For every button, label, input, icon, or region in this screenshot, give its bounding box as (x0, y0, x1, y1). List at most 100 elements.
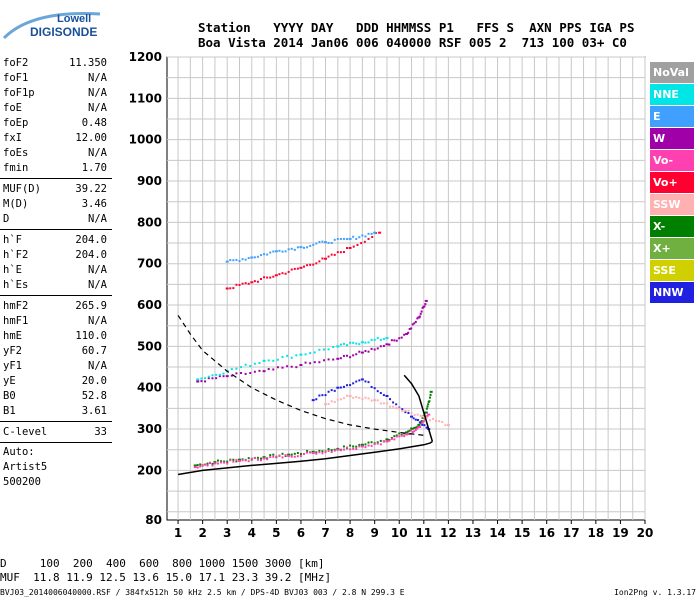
data-point (393, 435, 396, 438)
x-tick-label: 3 (223, 526, 231, 540)
data-point (274, 250, 278, 253)
data-point (324, 241, 328, 244)
data-point (393, 339, 396, 342)
data-point (421, 423, 424, 426)
data-point (382, 344, 385, 347)
data-point (330, 389, 333, 392)
data-point (339, 449, 342, 452)
data-point (306, 451, 309, 454)
data-point (260, 459, 263, 462)
distance-row: D 100 200 400 600 800 1000 1500 3000 [km… (0, 557, 325, 570)
auto-scaling-line2: Artist5 (3, 461, 48, 473)
data-point (413, 414, 416, 417)
param-value: N/A (88, 147, 107, 159)
data-point (352, 354, 355, 357)
data-point (392, 405, 395, 408)
data-point (367, 232, 370, 235)
data-point (204, 377, 207, 380)
profile-extension (403, 374, 434, 442)
data-point (407, 412, 410, 415)
data-point (405, 433, 409, 436)
data-point (342, 354, 345, 357)
data-point (414, 428, 417, 431)
param-row: foEp 0.48 (3, 116, 107, 131)
param-name: hmF1 (3, 315, 29, 327)
data-point (225, 287, 229, 290)
data-point (333, 253, 336, 256)
param-value: 1.70 (81, 162, 107, 174)
data-point (226, 462, 229, 465)
data-point (425, 407, 428, 410)
data-point (290, 268, 293, 271)
param-row: M(D) 3.46 (3, 197, 107, 212)
data-point (411, 323, 414, 326)
param-name: h`E (3, 264, 22, 276)
x-tick-label: 11 (415, 526, 432, 540)
data-point (263, 253, 266, 256)
data-point (407, 432, 410, 435)
data-point (382, 402, 385, 405)
data-point (315, 452, 318, 455)
data-point (253, 362, 256, 365)
data-point (241, 459, 244, 462)
data-point (373, 387, 376, 390)
y-tick-label: 900 (137, 174, 162, 188)
data-point (318, 394, 321, 397)
param-name: yF1 (3, 360, 22, 372)
data-point (361, 397, 364, 400)
data-point (407, 331, 410, 334)
electron-density-profile (177, 440, 433, 476)
data-point (269, 251, 272, 254)
param-row: C-level 33 (3, 425, 107, 440)
param-row: yF2 60.7 (3, 344, 107, 359)
x-tick-label: 2 (198, 526, 206, 540)
data-point (419, 425, 422, 428)
data-point (360, 341, 364, 344)
data-point (196, 378, 200, 381)
data-point (346, 238, 349, 241)
data-point (321, 257, 324, 260)
data-point (371, 236, 374, 239)
data-point (361, 234, 364, 237)
data-point (379, 443, 382, 446)
data-point (322, 348, 325, 351)
data-point (410, 427, 413, 430)
data-point (444, 424, 447, 427)
x-tick-label: 4 (248, 526, 256, 540)
data-point (211, 374, 214, 377)
data-point (229, 459, 232, 462)
data-point (281, 272, 284, 275)
data-point (367, 441, 370, 444)
data-point (324, 451, 327, 454)
data-point (327, 255, 330, 258)
data-point (421, 416, 424, 419)
data-point (266, 458, 269, 461)
x-tick-label: 18 (587, 526, 604, 540)
legend-item: X- (650, 216, 694, 237)
data-point (281, 355, 284, 358)
data-point (290, 247, 293, 250)
data-point (303, 452, 306, 455)
data-point (367, 397, 370, 400)
data-point (262, 456, 266, 459)
data-point (225, 260, 229, 263)
data-point (260, 277, 263, 280)
data-point (336, 357, 340, 360)
data-point (330, 242, 333, 245)
data-point (358, 350, 361, 353)
legend-item: NNW (650, 282, 694, 303)
data-point (376, 441, 379, 444)
data-point (346, 394, 349, 397)
data-point (269, 276, 272, 279)
data-point (272, 359, 275, 362)
y-tick-label: 300 (137, 422, 162, 436)
data-point (346, 344, 349, 347)
data-point (438, 420, 441, 423)
data-point (250, 457, 253, 460)
data-point (256, 280, 259, 283)
param-separator (0, 229, 112, 230)
data-point (321, 452, 324, 455)
data-point (385, 440, 389, 443)
data-point (367, 341, 370, 344)
data-point (262, 370, 266, 373)
